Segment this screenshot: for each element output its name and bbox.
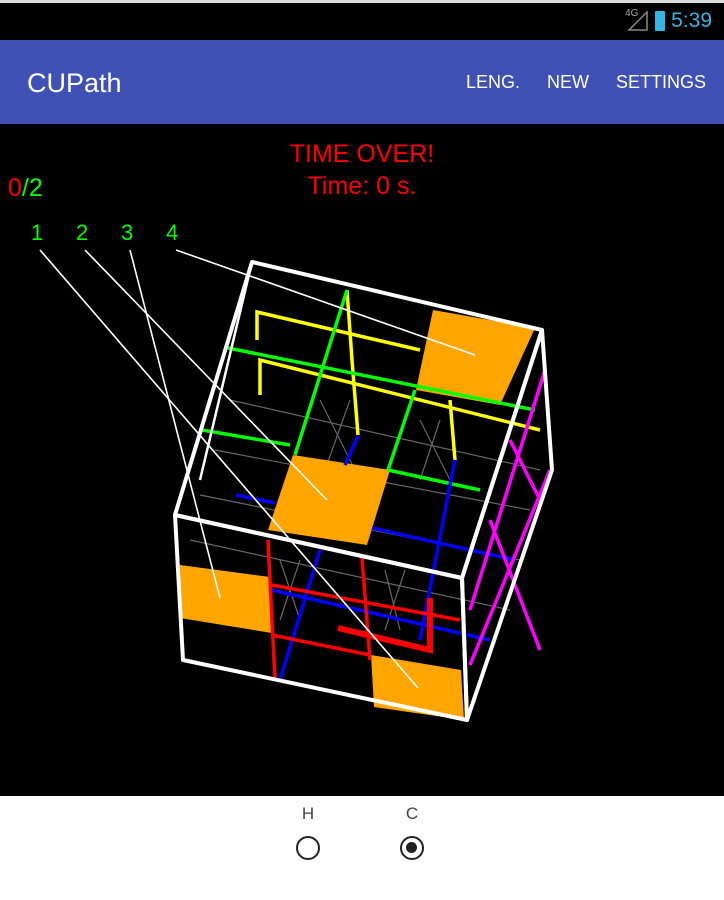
path-green: [227, 346, 536, 412]
label-line-4: [175, 249, 476, 356]
length-button[interactable]: LENG.: [465, 72, 520, 92]
path-blue: [343, 435, 360, 466]
mode-c-label: C: [405, 804, 419, 823]
score-found: 0: [8, 174, 22, 202]
mode-h-radio[interactable]: [296, 836, 320, 860]
label-line-1: [39, 249, 419, 689]
label-lines: [39, 249, 476, 689]
mode-selector: H C: [0, 796, 724, 900]
app-title: CUPath: [27, 68, 122, 98]
score: 0/2: [8, 174, 43, 203]
target-label-2: 2: [76, 220, 89, 245]
path-red: [337, 598, 433, 654]
path-green: [201, 428, 291, 447]
path-blue: [371, 526, 516, 562]
clock: 5:39: [671, 9, 712, 32]
mode-c-radio[interactable]: [400, 836, 424, 860]
path-green: [293, 289, 349, 456]
target-label-3: 3: [121, 220, 134, 245]
new-button[interactable]: NEW: [546, 72, 589, 92]
settings-button[interactable]: SETTINGS: [615, 72, 706, 92]
path-yellow: [448, 399, 457, 461]
path-blue: [271, 588, 491, 642]
signal-icon: 4G: [625, 8, 649, 32]
label-line-2: [84, 249, 328, 501]
timer: Time: 0 s.: [307, 172, 417, 200]
target-square-3: [180, 565, 272, 633]
time-over-message: TIME OVER!: [289, 140, 435, 168]
path-magenta: [508, 439, 542, 501]
target-label-1: 1: [31, 220, 44, 245]
app-bar: CUPath LENG. NEW SETTINGS: [0, 40, 724, 124]
target-square-4: [416, 310, 535, 405]
game-canvas[interactable]: TIME OVER! Time: 0 s. 0/2 1 2 3 4: [0, 124, 724, 796]
status-bar: 4G 5:39: [0, 0, 724, 40]
score-separator: /: [21, 174, 29, 202]
path-green: [387, 468, 481, 492]
path-green: [386, 389, 417, 471]
label-line-3: [129, 249, 221, 599]
battery-icon: [655, 11, 666, 31]
network-type: 4G: [625, 8, 639, 19]
path-blue: [278, 549, 322, 681]
paths: [201, 289, 552, 681]
path-red: [360, 557, 372, 661]
path-yellow: [345, 289, 360, 436]
path-yellow: [255, 309, 421, 352]
path-red: [271, 633, 371, 657]
cube-frame: [173, 260, 554, 722]
cube-view[interactable]: [0, 124, 724, 796]
path-red: [266, 539, 277, 681]
path-yellow: [258, 357, 541, 432]
target-square-2: [268, 455, 390, 545]
inner-grid: [189, 399, 541, 631]
score-total: 2: [28, 174, 43, 202]
target-label-4: 4: [166, 220, 179, 245]
path-blue: [418, 459, 457, 641]
mode-h-label: H: [301, 804, 315, 823]
path-magenta: [468, 369, 547, 611]
